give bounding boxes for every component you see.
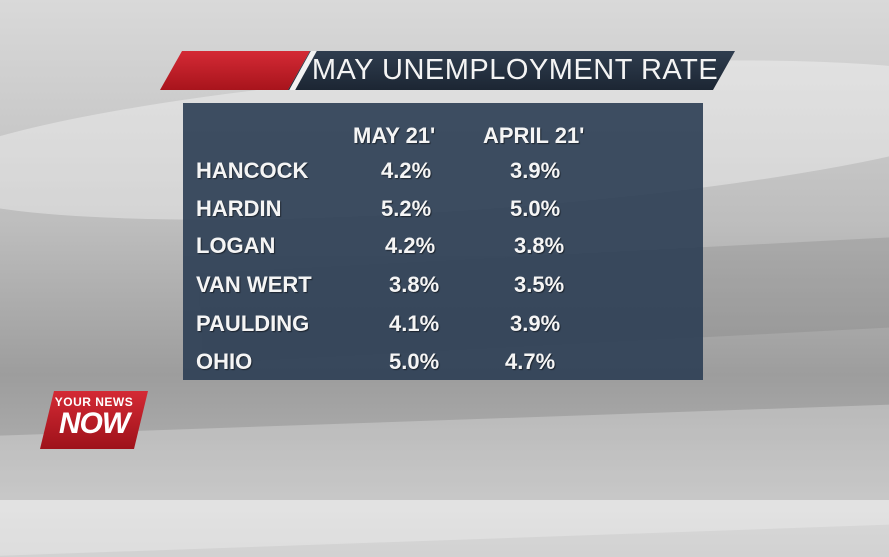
station-logo: YOUR NEWS NOW [40, 391, 148, 449]
title-banner: MAY UNEMPLOYMENT RATE [160, 51, 735, 90]
row-label: HANCOCK [196, 158, 309, 183]
april-value: 3.8% [514, 233, 565, 258]
row-label: VAN WERT [196, 272, 312, 297]
row-label: OHIO [196, 349, 253, 374]
column-header-may: MAY 21' [353, 123, 436, 148]
title-accent-red [160, 51, 310, 90]
april-value: 4.7% [505, 349, 556, 374]
may-value: 5.0% [389, 349, 440, 374]
may-value: 4.2% [381, 158, 432, 183]
row-label: HARDIN [196, 196, 282, 221]
april-value: 3.9% [510, 311, 561, 336]
may-value: 3.8% [389, 272, 440, 297]
page-title: MAY UNEMPLOYMENT RATE [311, 54, 719, 86]
unemployment-table: MAY 21' APRIL 21' HANCOCK 4.2% 3.9% HARD… [183, 103, 703, 380]
logo-text-top: YOUR NEWS [54, 395, 134, 409]
logo-text-main: NOW [58, 407, 130, 440]
april-value: 5.0% [510, 196, 561, 221]
row-label: PAULDING [196, 311, 310, 336]
row-label: LOGAN [196, 233, 276, 258]
april-value: 3.5% [514, 272, 565, 297]
title-bar [288, 51, 735, 90]
may-value: 4.1% [389, 311, 440, 336]
may-value: 4.2% [385, 233, 436, 258]
column-header-april: APRIL 21' [483, 123, 585, 148]
april-value: 3.9% [510, 158, 561, 183]
may-value: 5.2% [381, 196, 432, 221]
